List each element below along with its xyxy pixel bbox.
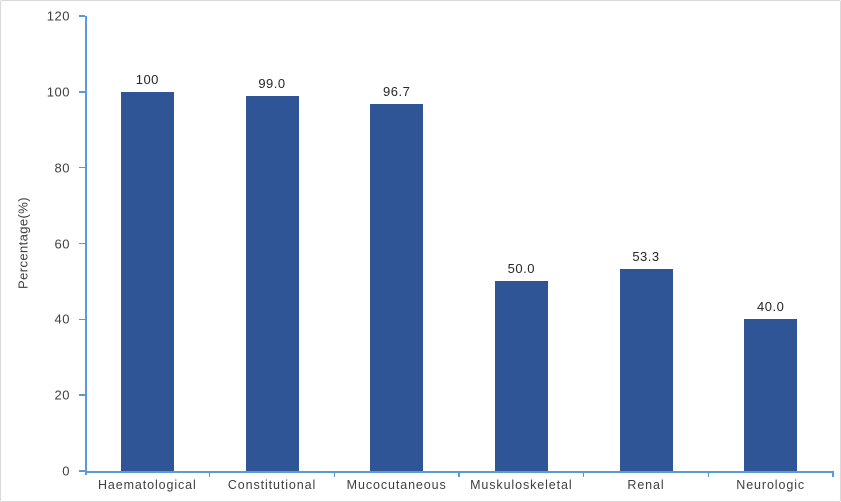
y-tick <box>79 242 85 245</box>
bar-muskuloskeletal <box>494 281 548 471</box>
bar-value-label: 100 <box>135 71 159 87</box>
bar-neurologic <box>744 319 798 471</box>
y-tick <box>79 15 85 17</box>
bar-mucocutaneous <box>370 104 424 471</box>
x-tick <box>707 471 710 477</box>
y-tick-label: 40 <box>54 311 70 327</box>
category-label: Mucocutaneous <box>346 478 447 492</box>
x-tick <box>458 471 460 477</box>
x-tick <box>832 471 834 477</box>
y-tick-label: 120 <box>46 8 70 24</box>
x-tick <box>582 471 585 477</box>
bar-haematological <box>120 91 174 471</box>
y-tick-label: 0 <box>62 463 70 479</box>
bar-value-label: 99.0 <box>258 75 286 91</box>
y-tick <box>79 470 85 472</box>
bar-value-label: 40.0 <box>757 299 785 315</box>
bar-value-label: 53.3 <box>632 248 660 264</box>
y-tick <box>79 166 85 169</box>
bar-constitutional <box>245 95 299 471</box>
y-axis-line <box>85 16 87 475</box>
y-tick <box>79 318 85 321</box>
category-label: Haematological <box>97 478 197 492</box>
y-tick-label: 100 <box>46 84 70 100</box>
category-label: Muskuloskeletal <box>470 478 573 492</box>
x-tick <box>333 471 336 477</box>
y-tick-label: 80 <box>54 160 70 176</box>
bar-value-label: 96.7 <box>383 84 411 100</box>
bar-value-label: 50.0 <box>507 261 535 277</box>
y-tick-label: 20 <box>54 387 70 403</box>
y-tick <box>79 394 85 396</box>
category-label: Neurologic <box>736 478 806 492</box>
y-tick <box>79 91 85 93</box>
category-label: Renal <box>627 478 665 492</box>
bar-renal <box>619 268 673 471</box>
x-tick <box>208 471 211 477</box>
category-label: Constitutional <box>227 478 317 492</box>
y-tick-label: 60 <box>54 236 70 251</box>
